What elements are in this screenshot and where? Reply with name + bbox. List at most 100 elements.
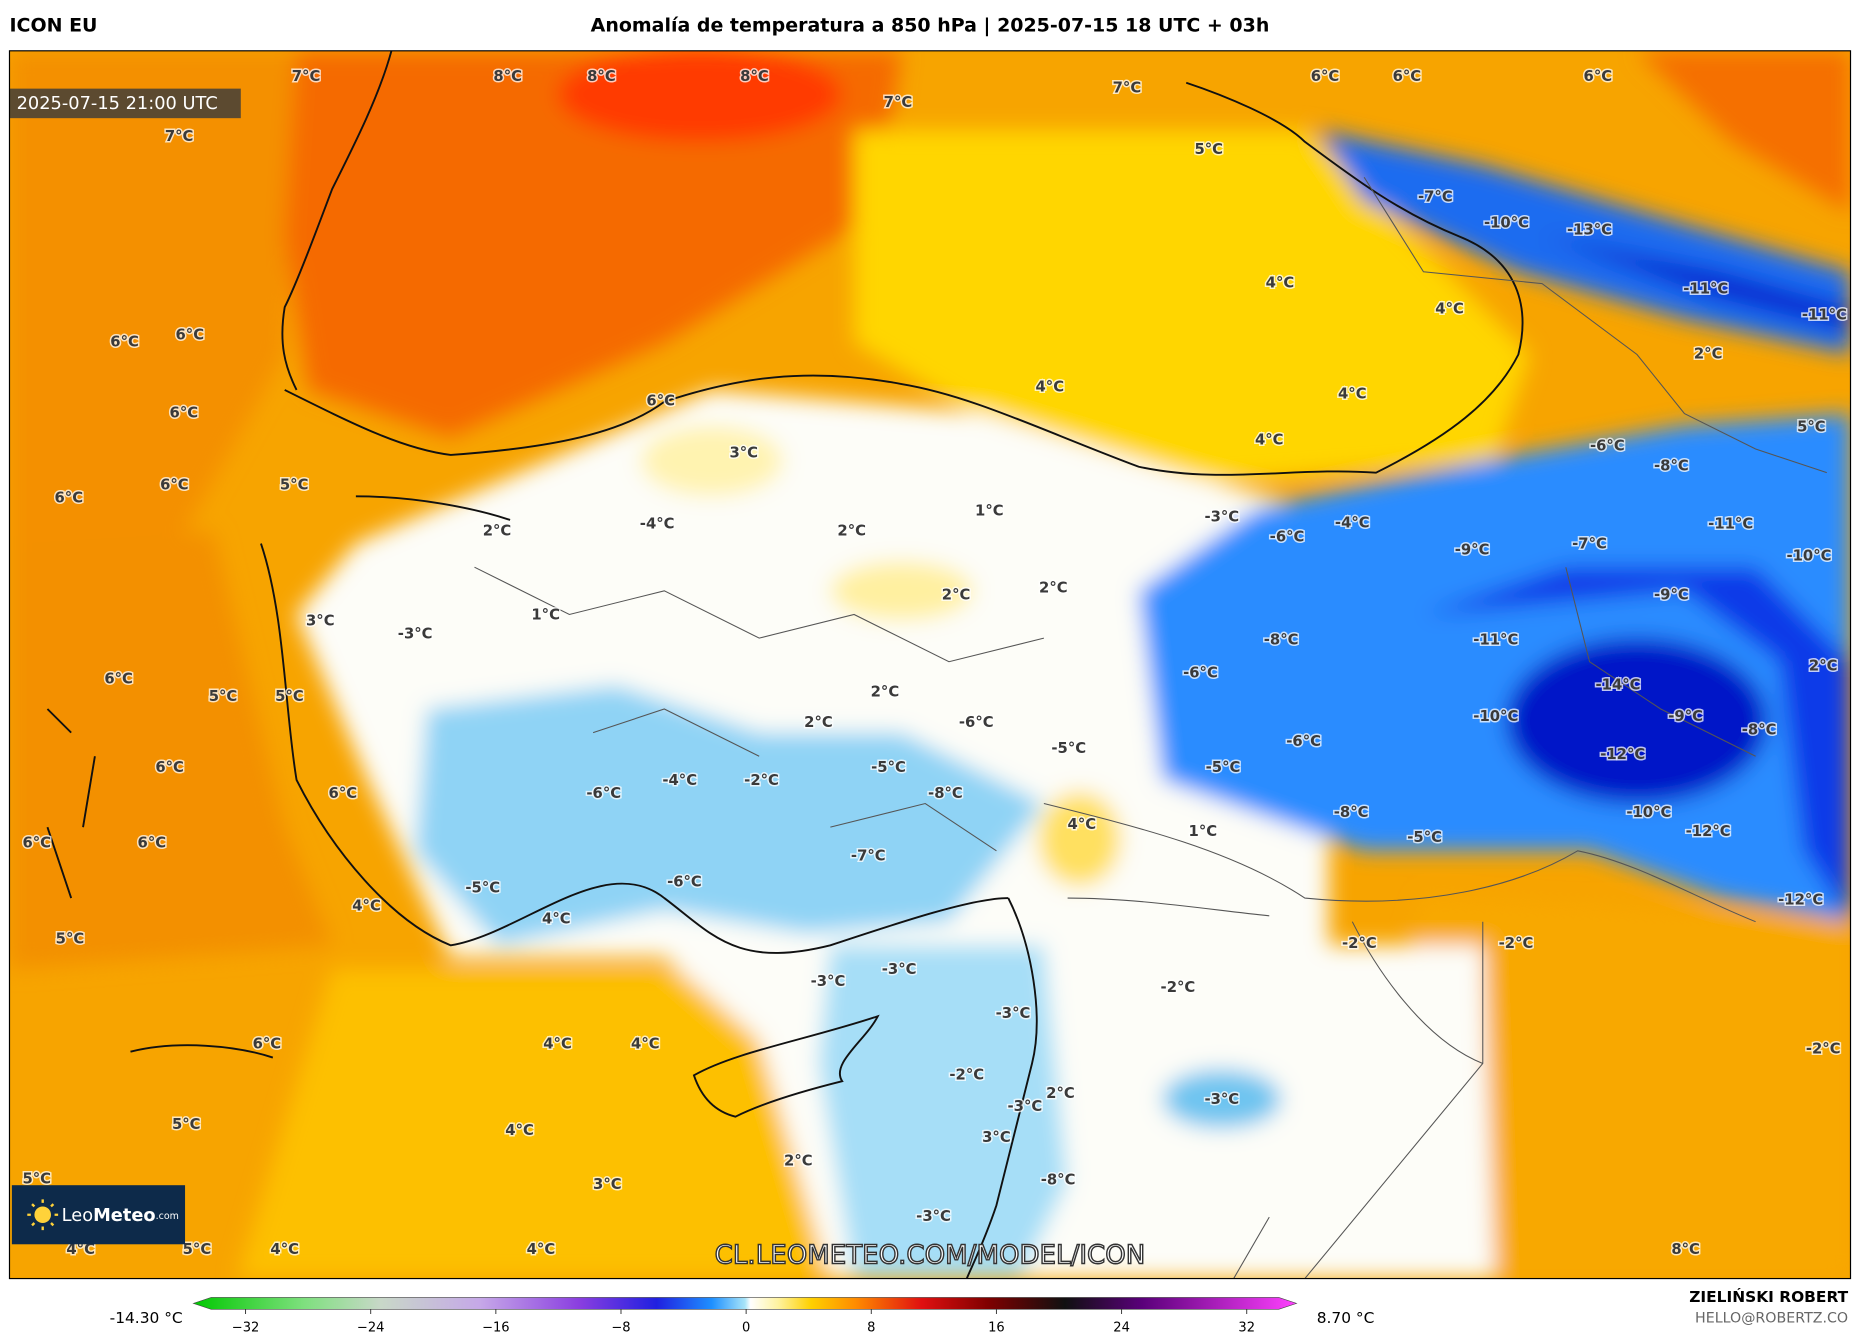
map-label: -10°C	[1473, 708, 1518, 725]
map-label: 1°C	[975, 503, 1004, 520]
field-dark-orange	[1636, 50, 1851, 213]
coastline	[281, 50, 393, 391]
map-label: 5°C	[183, 1241, 212, 1258]
anomaly-field	[9, 50, 1851, 1279]
colorbar-min: -14.30 °C	[110, 1309, 183, 1327]
logo-part: Leo	[62, 1206, 93, 1226]
map-label: 4°C	[1435, 301, 1464, 318]
sun-rays	[27, 1199, 59, 1231]
map-label: -13°C	[1567, 221, 1612, 238]
colorbar	[192, 1297, 1298, 1310]
colorbar-max: 8.70 °C	[1317, 1309, 1375, 1327]
map-label: 5°C	[1194, 141, 1223, 158]
map-label: 8°C	[1671, 1241, 1700, 1258]
logo-part: Meteo	[93, 1206, 156, 1226]
field-deep-blue	[1542, 236, 1851, 331]
colorbar-tick-label: −16	[482, 1321, 510, 1336]
colorbar-tick-label: 24	[1113, 1321, 1130, 1336]
map-label: -12°C	[1600, 746, 1645, 763]
map-label: -2°C	[949, 1066, 984, 1083]
field-dark-orange	[284, 50, 902, 438]
map-label: -8°C	[1654, 458, 1689, 475]
map-label: -9°C	[1668, 708, 1703, 725]
map-label: 4°C	[352, 897, 381, 914]
border	[474, 176, 1827, 852]
map-label: 2°C	[1046, 1085, 1075, 1102]
colorbar-tick-label: 0	[742, 1321, 750, 1336]
map-label: 2°C	[942, 587, 971, 604]
map-label: -5°C	[1206, 759, 1241, 776]
map-label: -7°C	[1418, 188, 1453, 205]
logo-suffix: .com	[156, 1210, 179, 1221]
field-light-blue	[818, 945, 1068, 1279]
map-label: 4°C	[1036, 379, 1065, 396]
map-label: 4°C	[1255, 432, 1284, 449]
map-frame	[8, 50, 1852, 1280]
field-blue	[1316, 129, 1851, 355]
map-label: 7°C	[165, 128, 194, 145]
map-label: 6°C	[646, 393, 675, 410]
field-light-blue	[1162, 1069, 1282, 1129]
map-label: -2°C	[1161, 979, 1196, 996]
map-label: 5°C	[209, 688, 238, 705]
map-label: 4°C	[527, 1241, 556, 1258]
field-red	[557, 50, 843, 142]
map-label: 5°C	[56, 930, 85, 947]
map-label: 4°C	[631, 1036, 660, 1053]
map-label: 5°C	[1797, 419, 1826, 436]
map-label: -8°C	[1041, 1171, 1076, 1188]
map-label: 6°C	[176, 327, 205, 344]
map-label: -8°C	[1264, 631, 1299, 648]
map-label: -6°C	[586, 785, 621, 802]
map-label: 2°C	[804, 714, 833, 731]
map-label: -11°C	[1473, 631, 1518, 648]
map-label: -6°C	[1270, 529, 1305, 546]
map-label: -6°C	[667, 874, 702, 891]
model-name: ICON EU	[9, 15, 97, 37]
map-label: -6°C	[1286, 733, 1321, 750]
coastline	[260, 495, 1009, 954]
credits-email: HELLO@ROBERTZ.CO	[1695, 1311, 1848, 1327]
map-label: 3°C	[593, 1176, 622, 1193]
map-label: -8°C	[1334, 804, 1369, 821]
map-label: -5°C	[871, 759, 906, 776]
map-label: -3°C	[882, 961, 917, 978]
map-label: 2°C	[483, 523, 512, 540]
map-label: 8°C	[740, 68, 769, 85]
field-pale-yellow	[1037, 791, 1121, 887]
map-label: -5°C	[1051, 740, 1086, 757]
colorbar-tick-label: −24	[357, 1321, 385, 1336]
map-label: 8°C	[587, 68, 616, 85]
map-label: -2°C	[1342, 935, 1377, 952]
map-label: 2°C	[1809, 657, 1838, 674]
map-label: 4°C	[542, 910, 571, 927]
map-label: 2°C	[871, 683, 900, 700]
colorbar-ticks: −32 −24 −16 −8 0 8 16 24 32	[232, 1309, 1255, 1336]
map-label: 8°C	[493, 68, 522, 85]
colorbar-tick-label: 8	[867, 1321, 875, 1336]
map-label: -8°C	[1742, 721, 1777, 738]
map-label: -3°C	[996, 1005, 1031, 1022]
map-label: 4°C	[543, 1036, 572, 1053]
map-label: 6°C	[1393, 68, 1422, 85]
map-label: 2°C	[837, 523, 866, 540]
map-label: 4°C	[505, 1122, 534, 1139]
field-yellow	[237, 968, 831, 1279]
map-label: -12°C	[1686, 823, 1731, 840]
map-label: 5°C	[275, 688, 304, 705]
map-label: 4°C	[270, 1241, 299, 1258]
map-label: -4°C	[662, 772, 697, 789]
map-label: 2°C	[784, 1153, 813, 1170]
logo-text: LeoMeteo.com	[62, 1206, 179, 1226]
map-label: 6°C	[138, 835, 167, 852]
map-label: -4°C	[640, 516, 675, 533]
map-label: -3°C	[811, 973, 846, 990]
map-label: -2°C	[744, 772, 779, 789]
map-label: 4°C	[1338, 386, 1367, 403]
logo-sun	[27, 1199, 59, 1231]
map-label: 4°C	[1068, 816, 1097, 833]
border	[1043, 803, 1756, 1279]
map-label: 4°C	[66, 1241, 95, 1258]
coastline	[965, 897, 1038, 1279]
